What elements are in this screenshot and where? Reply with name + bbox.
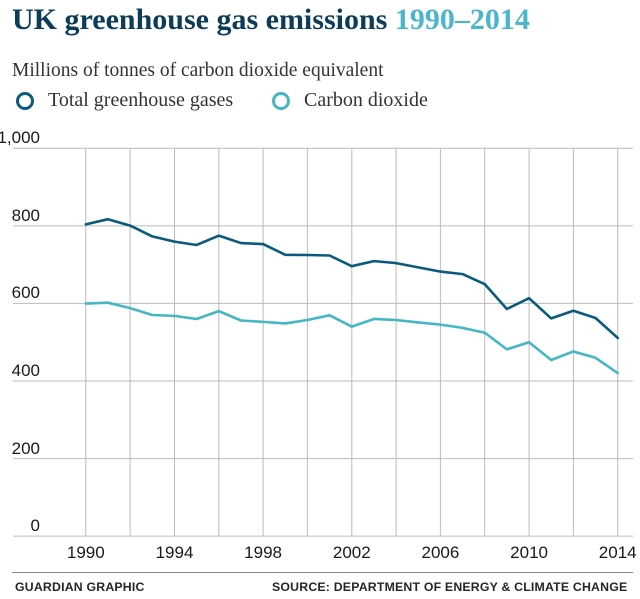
svg-text:1994: 1994 — [156, 543, 194, 562]
svg-text:600: 600 — [12, 283, 40, 302]
svg-text:2014: 2014 — [599, 543, 637, 562]
svg-text:800: 800 — [12, 206, 40, 225]
svg-text:0: 0 — [31, 516, 40, 535]
svg-text:1998: 1998 — [244, 543, 282, 562]
svg-text:1,000: 1,000 — [0, 128, 40, 147]
svg-text:2010: 2010 — [510, 543, 548, 562]
svg-text:2006: 2006 — [421, 543, 459, 562]
svg-text:1990: 1990 — [67, 543, 105, 562]
svg-text:2002: 2002 — [333, 543, 371, 562]
svg-text:200: 200 — [12, 439, 40, 458]
svg-text:400: 400 — [12, 361, 40, 380]
